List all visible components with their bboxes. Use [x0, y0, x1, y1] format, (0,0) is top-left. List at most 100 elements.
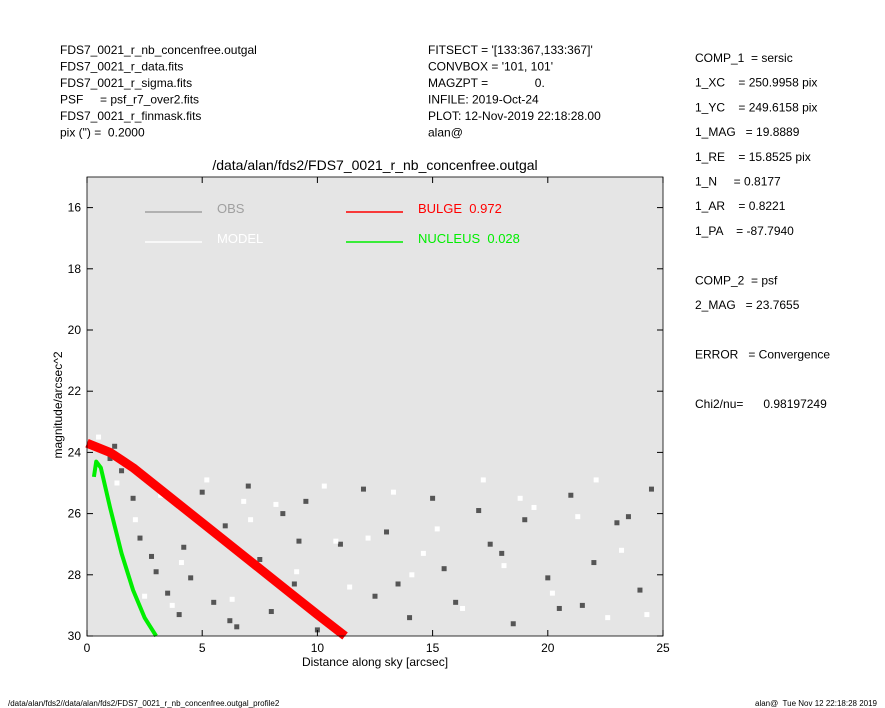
data-point — [619, 547, 625, 553]
y-tick-label: 18 — [68, 262, 82, 276]
data-point — [614, 520, 620, 526]
data-point — [227, 618, 233, 624]
data-point — [199, 489, 205, 495]
data-point — [522, 517, 528, 523]
y-axis-label: magnitude/arcsec^2 — [51, 351, 65, 458]
y-tick-label: 20 — [68, 323, 82, 337]
data-point — [257, 557, 263, 562]
x-tick-label: 0 — [84, 641, 91, 655]
info-middle: CONVBOX = '101, 101' — [428, 60, 553, 74]
data-point — [119, 468, 125, 474]
data-point — [568, 492, 574, 498]
data-point — [248, 517, 254, 523]
data-point — [499, 550, 505, 556]
data-point — [545, 575, 551, 581]
data-point — [420, 550, 426, 556]
data-point — [384, 529, 390, 535]
data-point — [268, 609, 274, 615]
data-point — [593, 477, 599, 483]
data-point — [176, 612, 182, 618]
info-right: ERROR = Convergence — [695, 347, 830, 361]
legend-label: BULGE 0.972 — [418, 201, 502, 216]
data-point — [360, 486, 366, 492]
footer-left: /data/alan/fds2//data/alan/fds2/FDS7_002… — [8, 699, 280, 708]
info-right: 2_MAG = 23.7655 — [695, 298, 800, 312]
legend-label: OBS — [217, 201, 245, 216]
info-right: 1_YC = 249.6158 pix — [695, 100, 817, 114]
data-point — [222, 523, 228, 529]
data-point — [531, 504, 537, 510]
info-middle: MAGZPT = 0. — [428, 76, 545, 90]
data-point — [605, 615, 611, 621]
info-right: 1_N = 0.8177 — [695, 175, 781, 189]
data-point — [130, 495, 136, 501]
data-point — [648, 486, 654, 492]
data-point — [347, 584, 353, 590]
data-point — [294, 569, 300, 575]
data-point — [291, 581, 297, 587]
data-point — [211, 599, 217, 605]
data-point — [556, 605, 562, 611]
data-point — [476, 508, 482, 514]
info-right: 1_AR = 0.8221 — [695, 199, 786, 213]
data-point — [333, 538, 339, 544]
info-right: 1_MAG = 19.8889 — [695, 125, 800, 139]
data-point — [314, 627, 320, 633]
info-right: COMP_2 = psf — [695, 273, 778, 287]
data-point — [169, 602, 175, 608]
y-tick-label: 28 — [68, 568, 82, 582]
x-tick-label: 25 — [656, 641, 670, 655]
plot-frame — [86, 176, 664, 637]
info-right: Chi2/nu= 0.98197249 — [695, 397, 827, 411]
y-tick-label: 30 — [68, 629, 82, 643]
info-left: FDS7_0021_r_sigma.fits — [60, 76, 192, 90]
data-point — [337, 541, 343, 547]
info-right: COMP_1 = sersic — [695, 51, 793, 65]
y-tick-label: 22 — [68, 384, 82, 398]
data-point — [409, 572, 415, 578]
data-point — [153, 569, 159, 575]
data-point — [234, 624, 240, 630]
info-right: 1_XC = 250.9958 pix — [695, 76, 817, 90]
footer-right: alan@ Tue Nov 12 22:18:28 2019 — [755, 699, 878, 708]
data-point — [132, 517, 138, 523]
data-point — [204, 477, 210, 483]
data-point — [395, 581, 401, 587]
data-point — [273, 501, 279, 507]
data-point — [229, 596, 235, 602]
y-tick-label: 24 — [68, 445, 82, 459]
info-left: FDS7_0021_r_data.fits — [60, 60, 183, 74]
data-point — [575, 514, 581, 520]
profile-line — [85, 439, 348, 640]
data-point — [321, 483, 327, 489]
data-point — [112, 443, 118, 449]
data-point — [114, 480, 120, 486]
info-left: PSF = psf_r7_over2.fits — [60, 93, 199, 107]
chart-title: /data/alan/fds2/FDS7_0021_r_nb_concenfre… — [212, 157, 537, 173]
info-left: FDS7_0021_r_nb_concenfree.outgal — [60, 43, 257, 57]
x-tick-label: 5 — [199, 641, 206, 655]
info-right: 1_PA = -87.7940 — [695, 224, 794, 238]
data-point — [579, 602, 585, 608]
x-tick-label: 20 — [541, 641, 555, 655]
info-middle: alan@ — [428, 126, 463, 140]
y-tick-label: 16 — [68, 201, 82, 215]
data-point — [137, 535, 143, 541]
y-tick-label: 26 — [68, 507, 82, 521]
data-point — [296, 538, 302, 544]
x-axis-label: Distance along sky [arcsec] — [302, 655, 448, 669]
info-middle: INFILE: 2019-Oct-24 — [428, 93, 539, 107]
data-point — [487, 541, 493, 547]
data-point — [517, 495, 523, 501]
data-point — [365, 535, 371, 541]
data-point — [644, 612, 650, 618]
data-point — [390, 489, 396, 495]
data-point — [510, 621, 516, 627]
data-point — [549, 590, 555, 596]
data-point — [149, 553, 155, 559]
data-point — [407, 615, 413, 621]
data-point — [178, 560, 184, 566]
data-point — [460, 605, 466, 611]
